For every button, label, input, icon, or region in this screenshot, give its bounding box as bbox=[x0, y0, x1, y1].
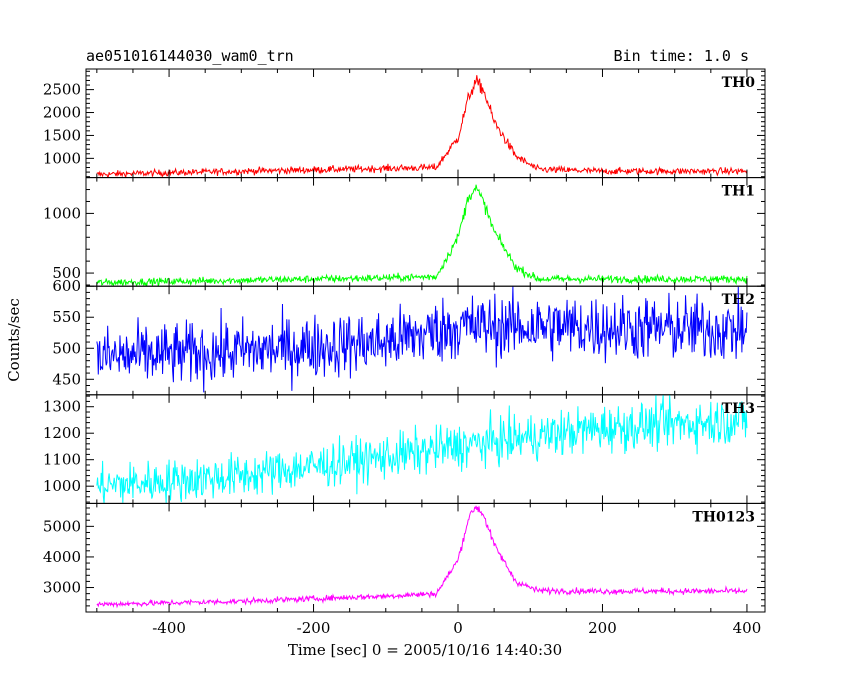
y-tick-label: 2500 bbox=[43, 81, 81, 99]
y-tick-label: 1200 bbox=[43, 424, 81, 442]
y-tick-label: 1000 bbox=[43, 204, 81, 222]
y-tick-label: 600 bbox=[52, 277, 81, 295]
x-tick-label: 200 bbox=[588, 619, 617, 637]
bin-time-label: Bin time: 1.0 s bbox=[614, 47, 749, 65]
y-tick-label: 2000 bbox=[43, 104, 81, 122]
x-axis-label: Time [sec] 0 = 2005/10/16 14:40:30 bbox=[288, 641, 562, 659]
panel-frame bbox=[85, 502, 766, 613]
x-axis: -400 -200 0 200 400 bbox=[152, 619, 761, 637]
series-line-th0 bbox=[96, 75, 748, 178]
y-tick-label: 5000 bbox=[43, 517, 81, 535]
panel-name-label: TH0 bbox=[722, 75, 756, 91]
y-tick-label: 550 bbox=[52, 308, 81, 326]
y-tick-label: 450 bbox=[52, 370, 81, 388]
y-tick-label: 1100 bbox=[43, 451, 81, 469]
panel-frame bbox=[85, 177, 766, 287]
series-line-th2 bbox=[96, 286, 748, 393]
y-tick-label: 1500 bbox=[43, 126, 81, 144]
y-tick-label: 500 bbox=[52, 339, 81, 357]
panel-th0123: 3000 4000 5000 TH0123 bbox=[43, 502, 766, 613]
series-line-th1 bbox=[96, 184, 748, 287]
figure-title: ae051016144030_wam0_trn bbox=[86, 47, 294, 65]
panels: 1000 1500 2000 2500 TH0 500 1000 TH1 450 500 550 60… bbox=[43, 68, 766, 613]
panel-name-label: TH1 bbox=[722, 184, 755, 200]
panel-th3: 1000 1100 1200 1300 TH3 bbox=[43, 394, 766, 504]
series-line-th0123 bbox=[96, 505, 748, 609]
panel-name-label: TH3 bbox=[722, 401, 755, 417]
y-tick-label: 3000 bbox=[43, 579, 81, 597]
x-tick-label: -400 bbox=[152, 619, 186, 637]
x-tick-label: -200 bbox=[297, 619, 331, 637]
panel-th0: 1000 1500 2000 2500 TH0 bbox=[43, 68, 766, 179]
panel-frame bbox=[85, 68, 766, 179]
panel-th1: 500 1000 TH1 bbox=[43, 177, 766, 287]
x-tick-label: 400 bbox=[733, 619, 762, 637]
y-tick-label: 4000 bbox=[43, 548, 81, 566]
y-axis-label: Counts/sec bbox=[5, 298, 23, 382]
y-tick-label: 500 bbox=[52, 264, 81, 282]
series-line-th3 bbox=[96, 394, 748, 504]
y-tick-label: 1300 bbox=[43, 398, 81, 416]
panel-th2: 450 500 550 600 TH2 bbox=[52, 277, 766, 396]
x-tick-label: 0 bbox=[453, 619, 463, 637]
y-tick-label: 1000 bbox=[43, 477, 81, 495]
y-tick-label: 1000 bbox=[43, 149, 81, 167]
panel-name-label: TH2 bbox=[722, 292, 755, 308]
panel-name-label: TH0123 bbox=[692, 509, 755, 525]
